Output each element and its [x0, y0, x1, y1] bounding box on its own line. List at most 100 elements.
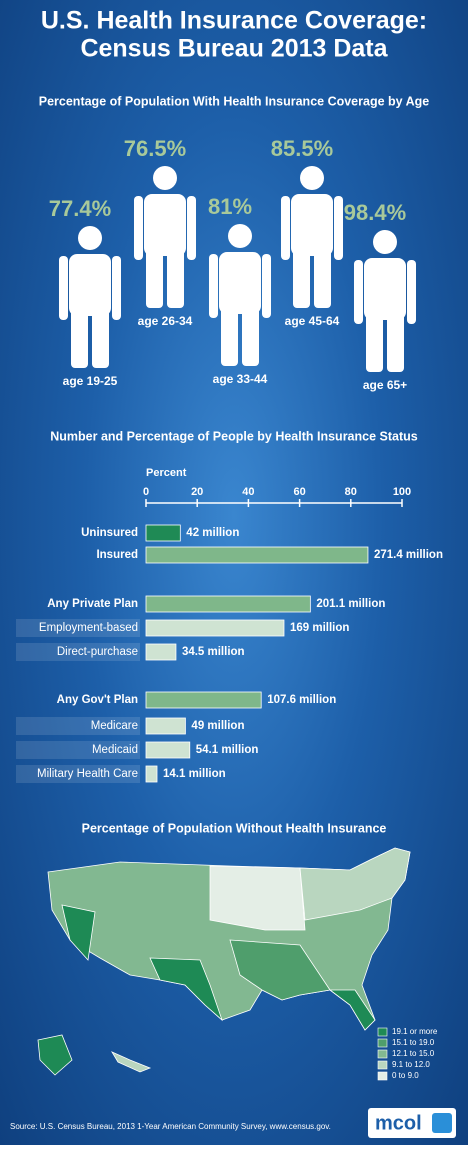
label-bg: [16, 741, 140, 759]
person-arm: [209, 254, 218, 318]
map-region: [61, 904, 96, 961]
person-head: [373, 230, 397, 254]
person-icon: [281, 166, 343, 308]
section-title: Percentage of Population Without Health …: [82, 821, 387, 835]
person-leg: [167, 246, 184, 308]
x-tick-label: 80: [345, 486, 357, 498]
category-label: age 26-34: [138, 314, 193, 328]
person-arm: [112, 256, 121, 320]
person-head: [78, 226, 102, 250]
legend-swatch: [377, 1038, 388, 1048]
person-torso: [69, 254, 111, 316]
label-bg: [16, 765, 140, 783]
x-tick-label: 0: [143, 486, 149, 498]
person-leg: [387, 310, 404, 372]
label-bg: [16, 643, 140, 661]
category-label: Medicare: [91, 720, 138, 732]
count-label: 14.1 million: [163, 768, 226, 780]
label-bg: [16, 717, 140, 735]
value-label: 77.4%: [49, 196, 111, 221]
legend-swatch: [377, 1060, 388, 1070]
x-tick-label: 20: [191, 486, 203, 498]
map-region: [209, 865, 306, 931]
bar: [145, 619, 285, 637]
legend-swatch: [377, 1071, 388, 1081]
person-arm: [407, 260, 416, 324]
legend-label: 19.1 or more: [392, 1027, 438, 1036]
category-label: age 33-44: [213, 372, 268, 386]
legend-swatch: [377, 1027, 388, 1037]
logo: mcol: [375, 1112, 422, 1134]
category-label: Employment-based: [39, 622, 138, 634]
section-title: Number and Percentage of People by Healt…: [50, 429, 418, 443]
x-tick-label: 60: [293, 486, 305, 498]
category-label: Any Gov't Plan: [57, 694, 138, 706]
person-leg: [71, 306, 88, 368]
count-label: 169 million: [290, 622, 349, 634]
title-line: U.S. Health Insurance Coverage:: [41, 7, 427, 35]
count-label: 107.6 million: [267, 694, 336, 706]
person-arm: [334, 196, 343, 260]
person-leg: [242, 304, 259, 366]
category-label: Any Private Plan: [47, 598, 138, 610]
person-arm: [187, 196, 196, 260]
person-torso: [219, 252, 261, 314]
person-leg: [92, 306, 109, 368]
person-arm: [281, 196, 290, 260]
category-label: Medicaid: [92, 744, 138, 756]
count-label: 54.1 million: [196, 744, 259, 756]
person-torso: [144, 194, 186, 256]
value-label: 81%: [208, 194, 252, 219]
person-leg: [366, 310, 383, 372]
person-leg: [221, 304, 238, 366]
category-label: age 45-64: [285, 314, 340, 328]
section-title: Percentage of Population With Health Ins…: [39, 94, 430, 108]
person-leg: [293, 246, 310, 308]
map-region: [37, 1034, 73, 1076]
count-label: 271.4 million: [374, 549, 443, 561]
category-label: age 65+: [363, 378, 407, 392]
count-label: 34.5 million: [182, 646, 245, 658]
value-label: 98.4%: [344, 200, 406, 225]
person-arm: [262, 254, 271, 318]
value-label: 85.5%: [271, 136, 333, 161]
bar: [145, 741, 191, 759]
category-label: Military Health Care: [37, 768, 138, 780]
legend-label: 9.1 to 12.0: [392, 1060, 430, 1069]
bar: [145, 643, 177, 661]
logo-icon: [432, 1113, 452, 1133]
person-icon: [59, 226, 121, 368]
count-label: 42 million: [186, 527, 239, 539]
axis-title: Percent: [146, 467, 187, 479]
x-tick-label: 100: [393, 486, 411, 498]
category-label: age 19-25: [63, 374, 118, 388]
person-icon: [354, 230, 416, 372]
person-arm: [354, 260, 363, 324]
person-head: [300, 166, 324, 190]
category-label: Uninsured: [81, 527, 138, 539]
legend-label: 15.1 to 19.0: [392, 1038, 435, 1047]
legend-label: 12.1 to 15.0: [392, 1049, 435, 1058]
person-arm: [134, 196, 143, 260]
category-label: Insured: [96, 549, 138, 561]
count-label: 201.1 million: [316, 598, 385, 610]
title-line: Census Bureau 2013 Data: [80, 35, 388, 63]
us-map: [37, 847, 411, 1076]
person-icon: [134, 166, 196, 308]
person-icon: [209, 224, 271, 366]
map-region: [111, 1051, 152, 1073]
label-bg: [16, 619, 140, 637]
x-tick-label: 40: [242, 486, 254, 498]
legend-swatch: [377, 1049, 388, 1059]
bar: [145, 524, 181, 542]
person-head: [228, 224, 252, 248]
map-region: [299, 847, 411, 921]
category-label: Direct-purchase: [57, 646, 138, 658]
person-torso: [364, 258, 406, 320]
bar: [145, 595, 311, 613]
person-torso: [291, 194, 333, 256]
map-region: [229, 939, 331, 1001]
count-label: 49 million: [191, 720, 244, 732]
